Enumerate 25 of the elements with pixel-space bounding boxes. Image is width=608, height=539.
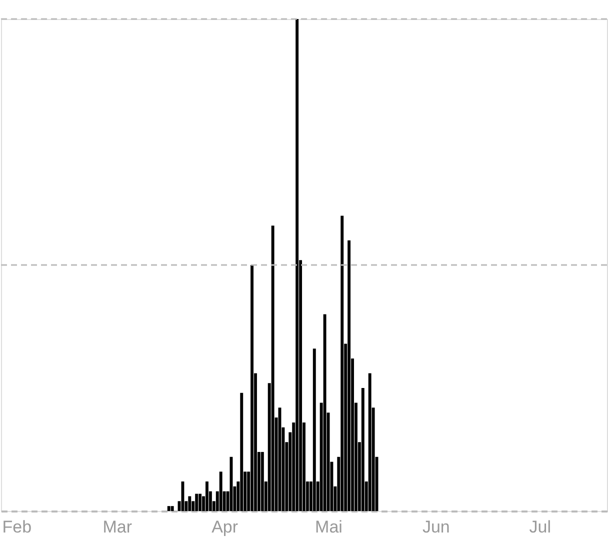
x-tick-label: Mar <box>102 518 132 536</box>
x-tick-label: Feb <box>2 518 32 536</box>
x-tick-label: Jun <box>422 518 450 536</box>
bar <box>260 452 264 511</box>
bar <box>361 388 364 511</box>
bar <box>240 392 244 511</box>
bar <box>271 226 274 511</box>
bar <box>181 481 184 511</box>
x-tick-label: Apr <box>212 518 238 536</box>
bar <box>312 348 316 511</box>
bar <box>170 506 174 511</box>
bar <box>340 216 344 511</box>
bar <box>195 494 198 511</box>
bar <box>296 19 299 511</box>
bar <box>188 496 192 511</box>
bar <box>348 240 351 511</box>
x-tick-label: Jul <box>529 518 551 536</box>
bar <box>206 481 208 511</box>
bar <box>250 265 254 511</box>
x-tick-label: Mai <box>315 518 342 536</box>
bar <box>167 506 170 511</box>
bar <box>198 494 202 511</box>
bar <box>368 373 372 511</box>
bar <box>323 314 326 511</box>
bar <box>219 472 222 511</box>
